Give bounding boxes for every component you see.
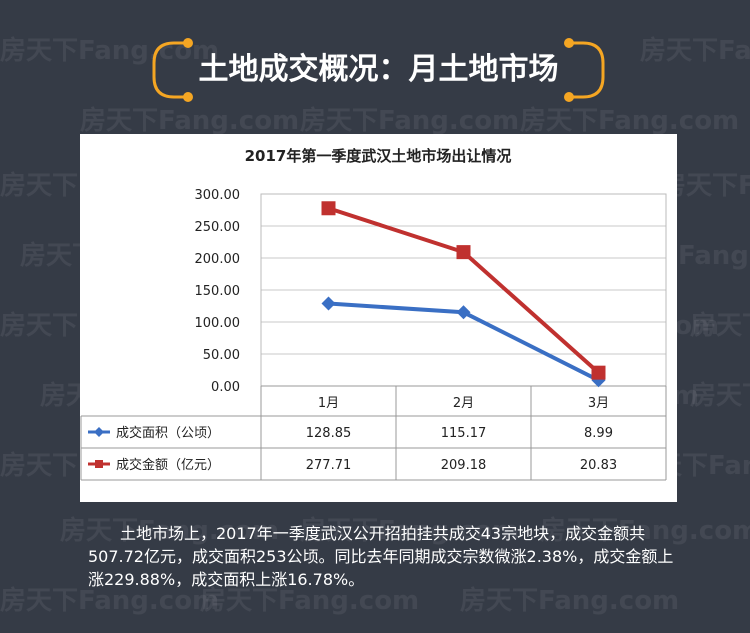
legend-key-marker (94, 427, 104, 437)
watermark-text: 房天下Fang.com (0, 36, 220, 66)
watermark-text: 房天下Fang.com (80, 106, 300, 136)
watermark-text: 房天下Fang.com (60, 516, 280, 546)
data-point-diamond (321, 296, 336, 311)
watermark-text: 房天下Fang.com (200, 586, 420, 616)
watermark-text: 房天下Fang.com (300, 516, 520, 546)
y-tick-label: 300.00 (195, 188, 241, 203)
watermark-text: 房天下Fang.com (690, 311, 750, 341)
chart-title: 2017年第一季度武汉土地市场出让情况 (245, 147, 512, 165)
legend-label: 成交面积（公顷） (116, 425, 220, 441)
watermark-text: 房天下Fang.com (640, 36, 750, 66)
chart-card: 2017年第一季度武汉土地市场出让情况 0.00 50.00 100.00 150.00… (80, 134, 677, 502)
data-point-square (591, 365, 606, 380)
section-header: 土地成交概况：月土地市场 (146, 36, 611, 104)
y-tick-label: 250.00 (195, 220, 241, 235)
data-table-value: 8.99 (584, 426, 613, 441)
page-title: 土地成交概况：月土地市场 (198, 52, 559, 87)
watermark-text: 房天下Fang.com (540, 516, 750, 546)
data-table-value: 20.83 (580, 458, 617, 473)
data-point-square (456, 245, 471, 260)
y-tick-label: 50.00 (203, 348, 240, 363)
y-tick-label: 150.00 (195, 284, 241, 299)
legend-key-marker (95, 460, 103, 468)
x-tick-label: 3月 (588, 396, 609, 411)
line-chart: 2017年第一季度武汉土地市场出让情况 0.00 50.00 100.00 150.00… (80, 147, 667, 481)
x-tick-label: 1月 (318, 396, 339, 411)
y-tick-label: 100.00 (195, 316, 241, 331)
data-point-square (321, 201, 336, 216)
data-table-value: 128.85 (306, 426, 352, 441)
x-tick-label: 2月 (453, 396, 474, 411)
y-tick-label: 200.00 (195, 252, 241, 267)
legend-label: 成交金额（亿元） (116, 457, 220, 473)
watermark-text: 房天下Fang.com (0, 586, 220, 616)
watermark-text: 房天下Fang.com (460, 586, 680, 616)
data-table-value: 277.71 (306, 458, 352, 473)
data-point-diamond (456, 305, 471, 320)
data-table-value: 115.17 (441, 426, 487, 441)
summary-text: 土地市场上，2017年一季度武汉公开招拍挂共成交43宗地块，成交金额共507.7… (88, 524, 674, 589)
bracket-frame-icon (152, 38, 605, 102)
watermark-text: 房天下Fang.com (520, 106, 740, 136)
watermark-text: 房天下Fang.com (300, 106, 520, 136)
data-table-value: 209.18 (441, 458, 487, 473)
y-tick-label: 0.00 (211, 380, 240, 395)
watermark-text: 房天下Fang.com (690, 381, 750, 411)
